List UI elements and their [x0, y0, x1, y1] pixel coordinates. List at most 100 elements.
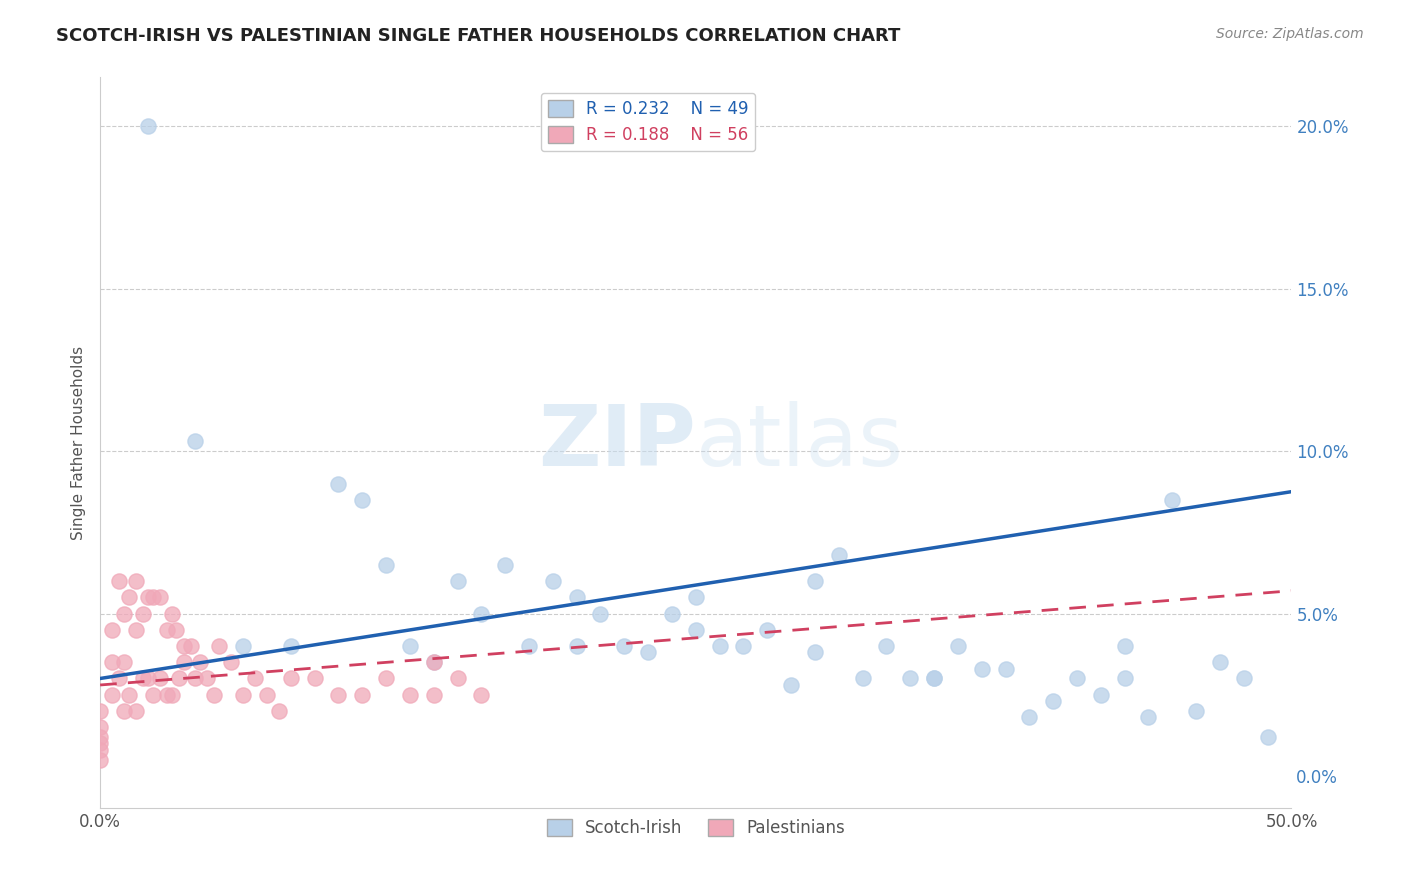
Point [188, 655, 211, 669]
Point [1114, 639, 1136, 653]
Point [541, 574, 564, 588]
Point [851, 672, 873, 686]
Point [470, 688, 492, 702]
Point [304, 672, 326, 686]
Point [685, 591, 707, 605]
Point [328, 688, 350, 702]
Point [219, 655, 242, 669]
Point [922, 672, 945, 686]
Point [132, 672, 155, 686]
Point [828, 548, 851, 562]
Point [804, 645, 827, 659]
Point [141, 688, 163, 702]
Point [280, 639, 302, 653]
Point [180, 639, 202, 653]
Point [1257, 730, 1279, 744]
Point [399, 639, 422, 653]
Point [352, 688, 374, 702]
Point [613, 639, 636, 653]
Point [156, 688, 179, 702]
Point [446, 574, 468, 588]
Point [160, 607, 183, 621]
Point [167, 672, 190, 686]
Text: SCOTCH-IRISH VS PALESTINIAN SINGLE FATHER HOUSEHOLDS CORRELATION CHART: SCOTCH-IRISH VS PALESTINIAN SINGLE FATHE… [56, 27, 901, 45]
Point [589, 607, 612, 621]
Text: Source: ZipAtlas.com: Source: ZipAtlas.com [1216, 27, 1364, 41]
Point [184, 434, 207, 449]
Point [875, 639, 897, 653]
Point [89, 704, 111, 718]
Point [422, 688, 444, 702]
Point [804, 574, 827, 588]
Point [125, 704, 148, 718]
Point [232, 688, 254, 702]
Point [149, 672, 172, 686]
Point [1233, 672, 1256, 686]
Point [173, 639, 195, 653]
Point [89, 743, 111, 757]
Point [195, 672, 218, 686]
Point [118, 688, 141, 702]
Point [136, 119, 159, 133]
Point [375, 558, 398, 572]
Point [232, 639, 254, 653]
Point [1090, 688, 1112, 702]
Point [756, 623, 779, 637]
Point [149, 591, 172, 605]
Point [1161, 492, 1184, 507]
Point [780, 678, 803, 692]
Point [494, 558, 516, 572]
Point [422, 655, 444, 669]
Point [108, 672, 131, 686]
Point [422, 655, 444, 669]
Point [108, 574, 131, 588]
Point [89, 720, 111, 734]
Point [328, 476, 350, 491]
Text: atlas: atlas [696, 401, 904, 484]
Point [946, 639, 969, 653]
Point [898, 672, 921, 686]
Point [256, 688, 278, 702]
Point [565, 591, 588, 605]
Point [160, 688, 183, 702]
Point [352, 492, 374, 507]
Point [733, 639, 755, 653]
Point [101, 623, 124, 637]
Point [1114, 672, 1136, 686]
Point [173, 655, 195, 669]
Text: ZIP: ZIP [538, 401, 696, 484]
Point [89, 736, 111, 750]
Point [141, 591, 163, 605]
Point [446, 672, 468, 686]
Point [661, 607, 683, 621]
Point [1185, 704, 1208, 718]
Point [470, 607, 492, 621]
Y-axis label: Single Father Households: Single Father Households [72, 346, 86, 540]
Point [517, 639, 540, 653]
Point [1137, 710, 1160, 724]
Point [243, 672, 266, 686]
Point [970, 662, 993, 676]
Point [112, 704, 135, 718]
Point [709, 639, 731, 653]
Point [685, 623, 707, 637]
Point [156, 623, 179, 637]
Point [1018, 710, 1040, 724]
Point [375, 672, 398, 686]
Point [136, 672, 159, 686]
Point [118, 591, 141, 605]
Legend: Scotch-Irish, Palestinians: Scotch-Irish, Palestinians [540, 813, 852, 844]
Point [165, 623, 187, 637]
Point [132, 607, 155, 621]
Point [112, 655, 135, 669]
Point [267, 704, 290, 718]
Point [184, 672, 207, 686]
Point [101, 655, 124, 669]
Point [565, 639, 588, 653]
Point [208, 639, 231, 653]
Point [204, 688, 226, 702]
Point [922, 672, 945, 686]
Point [1042, 694, 1064, 708]
Point [994, 662, 1017, 676]
Point [136, 591, 159, 605]
